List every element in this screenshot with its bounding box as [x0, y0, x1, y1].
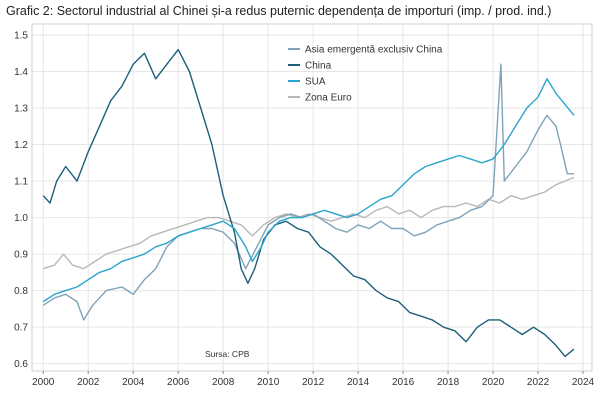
- x-tick-label: 2020: [482, 377, 505, 388]
- grid: [31, 23, 593, 372]
- chart-title: Grafic 2: Sectorul industrial al Chinei …: [6, 4, 551, 18]
- plot-area: [31, 23, 593, 372]
- x-tick-label: 2000: [32, 377, 55, 388]
- y-tick-label: 1.5: [14, 30, 28, 41]
- legend-label: Zona Euro: [305, 93, 352, 104]
- legend: Asia emergentă exclusiv China China SUA Zon…: [288, 45, 443, 104]
- y-tick-label: 1.1: [14, 177, 28, 188]
- legend-label: SUA: [305, 77, 326, 88]
- series-lines: [42, 48, 575, 358]
- series-line-1: [42, 48, 575, 358]
- x-tick-label: 2018: [437, 377, 460, 388]
- x-tick-label: 2002: [77, 377, 100, 388]
- x-tick-label: 2016: [392, 377, 415, 388]
- x-tick-label: 2006: [167, 377, 190, 388]
- y-tick-label: 0.8: [14, 286, 28, 297]
- y-tick-label: 1.2: [14, 140, 28, 151]
- legend-label: Asia emergentă exclusiv China: [305, 45, 443, 56]
- x-tick-label: 2004: [122, 377, 145, 388]
- y-tick-label: 0.7: [14, 323, 28, 334]
- legend-label: China: [305, 61, 332, 72]
- x-tick-label: 2024: [572, 377, 595, 388]
- y-tick-label: 0.9: [14, 250, 28, 261]
- y-tick-label: 1.0: [14, 213, 28, 224]
- x-tick-label: 2008: [212, 377, 235, 388]
- x-tick-label: 2010: [257, 377, 280, 388]
- series-line-2: [42, 78, 575, 303]
- x-tick-label: 2014: [347, 377, 370, 388]
- y-tick-label: 0.6: [14, 359, 28, 370]
- series-line-0: [42, 63, 574, 321]
- source-note: Sursa: CPB: [205, 349, 250, 359]
- x-tick-label: 2022: [527, 377, 550, 388]
- y-tick-label: 1.4: [14, 67, 28, 78]
- x-tick-label: 2012: [302, 377, 325, 388]
- y-tick-label: 1.3: [14, 104, 28, 115]
- axes: 0.6 0.7 0.8 0.9 1.0 1.1 1.2 1.3 1.4 1.5 2000 2002 20…: [14, 30, 594, 388]
